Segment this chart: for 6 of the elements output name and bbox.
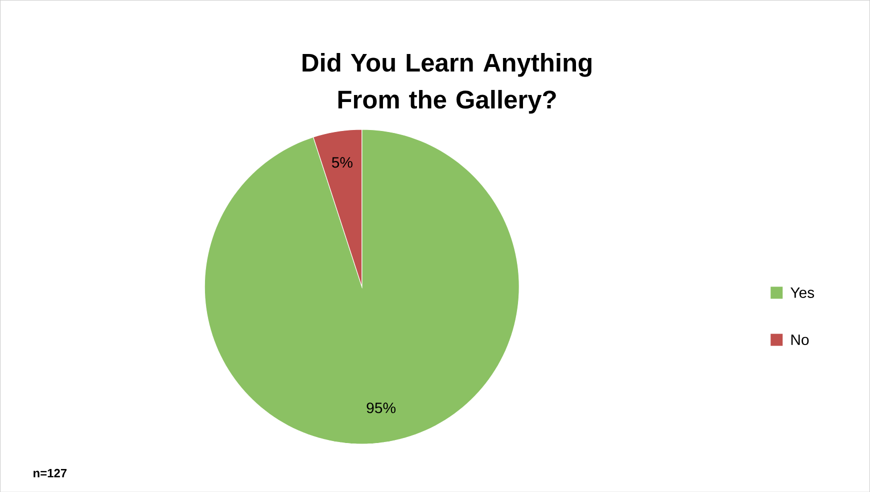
legend-label: No xyxy=(791,334,809,345)
text: n=127 xyxy=(34,468,67,478)
data-label: 5% xyxy=(332,157,352,168)
legend-label: Yes xyxy=(790,287,814,298)
data-label: 95% xyxy=(366,402,396,414)
chart-title: Did You Learn Anything From the Gallery? xyxy=(302,52,592,114)
